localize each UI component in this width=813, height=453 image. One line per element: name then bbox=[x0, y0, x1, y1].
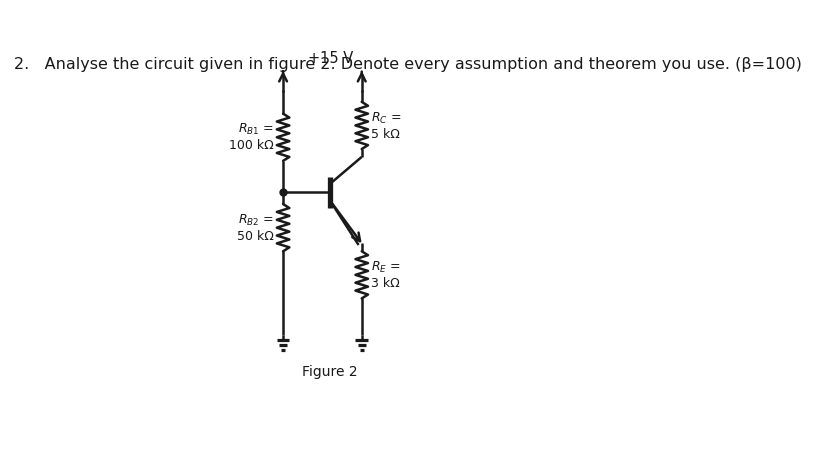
Text: $R_{B1}$ =
100 kΩ: $R_{B1}$ = 100 kΩ bbox=[229, 122, 274, 152]
Text: 2.   Analyse the circuit given in figure 2. Denote every assumption and theorem : 2. Analyse the circuit given in figure 2… bbox=[14, 57, 802, 72]
Text: $R_{B2}$ =
50 kΩ: $R_{B2}$ = 50 kΩ bbox=[237, 212, 274, 243]
Text: Figure 2: Figure 2 bbox=[302, 366, 358, 380]
Text: $R_C$ =
5 kΩ: $R_C$ = 5 kΩ bbox=[372, 111, 402, 140]
Text: $R_E$ =
3 kΩ: $R_E$ = 3 kΩ bbox=[372, 260, 401, 290]
Text: +15 V: +15 V bbox=[307, 52, 353, 67]
